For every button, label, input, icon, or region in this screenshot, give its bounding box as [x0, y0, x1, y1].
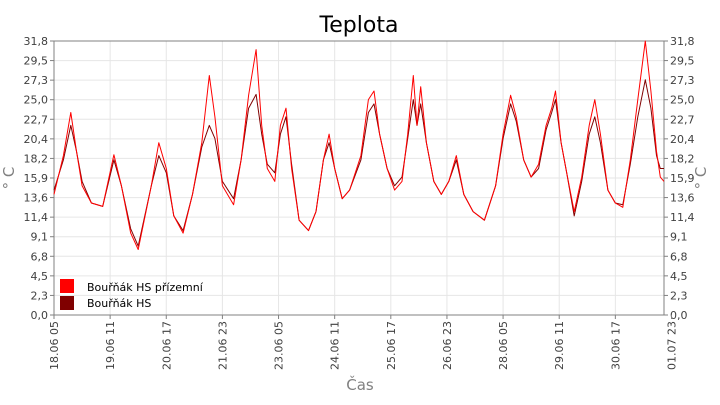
y-tick-label-right: 18,2	[670, 152, 695, 165]
y-axis-right: 0,0 2,3 4,5 6,8 9,1 11,4 13,6 15,9 18,2 20,4 22,7 2…	[664, 35, 695, 322]
y-tick-label-left: 6,8	[31, 250, 49, 263]
x-tick-label: 20.06 17	[160, 321, 173, 370]
x-tick-label: 23.06 05	[273, 321, 286, 370]
x-tick-label: 24.06 11	[329, 321, 342, 370]
y-tick-label-left: 11,4	[24, 211, 49, 224]
y-tick-label-right: 25,0	[670, 94, 695, 107]
chart-title: Teplota	[319, 13, 399, 38]
y-tick-label-left: 13,6	[24, 192, 49, 205]
x-tick-label: 25.06 17	[385, 321, 398, 370]
y-tick-label-left: 4,5	[31, 270, 49, 283]
y-tick-label-right: 20,4	[670, 133, 695, 146]
y-tick-label-right: 4,5	[670, 270, 688, 283]
x-tick-label: 30.06 17	[609, 321, 622, 370]
y-tick-label-left: 20,4	[24, 133, 49, 146]
y-tick-label-left: 22,7	[24, 113, 49, 126]
y-tick-label-right: 6,8	[670, 250, 688, 263]
y-tick-label-right: 22,7	[670, 113, 695, 126]
x-tick-label: 18.06 05	[48, 321, 61, 370]
y-tick-label-left: 0,0	[31, 309, 49, 322]
y-tick-label-left: 18,2	[24, 152, 49, 165]
x-tick-label: 26.06 23	[441, 321, 454, 370]
y-tick-label-left: 29,5	[24, 55, 49, 68]
y-tick-label-left: 2,3	[31, 289, 49, 302]
y-axis-label-left: ° C	[0, 167, 18, 190]
y-tick-label-right: 0,0	[670, 309, 688, 322]
y-tick-label-right: 13,6	[670, 192, 695, 205]
x-axis: 18.06 05 19.06 11 20.06 17 21.06 23 23.06 05…	[48, 315, 678, 370]
series-layer	[53, 40, 665, 250]
y-tick-label-right: 2,3	[670, 289, 688, 302]
y-tick-label-right: 11,4	[670, 211, 695, 224]
x-tick-label: 28.06 05	[497, 321, 510, 370]
legend: Bouřňák HS přízemní Bouřňák HS	[60, 279, 204, 310]
legend-label-series-1: Bouřňák HS přízemní	[87, 281, 204, 294]
y-tick-label-right: 15,9	[670, 172, 695, 185]
legend-label-series-2: Bouřňák HS	[87, 297, 151, 310]
y-tick-label-right: 29,5	[670, 55, 695, 68]
x-tick-label: 01.07 23	[665, 321, 678, 370]
grid	[54, 41, 664, 315]
y-tick-label-right: 27,3	[670, 74, 695, 87]
y-tick-label-left: 9,1	[31, 231, 49, 244]
legend-swatch-series-2	[60, 296, 74, 310]
series-line-1	[53, 40, 665, 250]
y-tick-label-left: 25,0	[24, 94, 49, 107]
x-axis-label: Čas	[346, 375, 374, 394]
y-tick-label-right: 9,1	[670, 231, 688, 244]
y-tick-label-right: 31,8	[670, 35, 695, 48]
x-tick-label: 21.06 23	[216, 321, 229, 370]
legend-swatch-series-1	[60, 279, 74, 293]
x-tick-label: 29.06 11	[553, 321, 566, 370]
y-tick-label-left: 15,9	[24, 172, 49, 185]
y-tick-label-left: 31,8	[24, 35, 49, 48]
y-axis-label-right: ° C	[692, 167, 710, 190]
y-axis-left: 0,0 2,3 4,5 6,8 9,1 11,4 13,6 15,9 18,2 20,4 22,7 2…	[24, 35, 54, 322]
x-tick-label: 19.06 11	[104, 321, 117, 370]
y-tick-label-left: 27,3	[24, 74, 49, 87]
